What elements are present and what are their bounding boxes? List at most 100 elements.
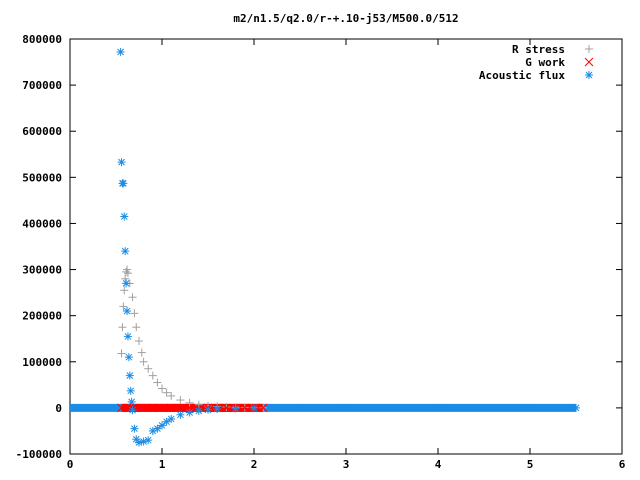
acoustic-flux-point: [194, 406, 203, 415]
acoustic-flux-point-d2: [342, 404, 350, 412]
r-stress-point: [135, 337, 143, 346]
acoustic-flux-point-d2: [434, 404, 442, 412]
r-stress-point: [144, 364, 153, 373]
acoustic-flux-point: [120, 212, 129, 221]
g-work-point-d2: [185, 403, 194, 413]
acoustic-flux-point: [167, 414, 176, 423]
r-stress-point: [130, 309, 139, 318]
g-work-point-d2: [222, 403, 231, 413]
acoustic-flux-point-d2: [120, 213, 128, 220]
acoustic-flux-point: [250, 404, 258, 413]
acoustic-flux-point: [116, 47, 125, 56]
acoustic-flux-point: [204, 405, 212, 414]
y-tick-label: 100000: [22, 356, 62, 369]
r-stress-point: [117, 349, 126, 358]
acoustic-flux-point-d2: [195, 407, 203, 415]
acoustic-flux-point: [185, 408, 194, 417]
acoustic-flux-point-d2: [123, 307, 131, 315]
acoustic-flux-point: [117, 158, 126, 167]
acoustic-flux-point-d2: [158, 422, 166, 429]
g-work-point: [166, 403, 176, 413]
acoustic-flux-point-d2: [126, 372, 134, 379]
acoustic-flux-point-d2: [177, 411, 184, 419]
r-stress-point: [153, 378, 162, 387]
acoustic-flux-point-d2: [526, 404, 534, 412]
acoustic-flux-point: [213, 405, 222, 414]
g-work-point-d2: [166, 403, 176, 413]
r-stress-series: [117, 265, 268, 412]
acoustic-flux-point-d2: [250, 404, 258, 412]
y-tick-label: 500000: [22, 171, 62, 184]
g-work-point: [185, 403, 194, 413]
r-stress-point: [148, 371, 157, 380]
acoustic-flux-point: [342, 403, 350, 412]
x-tick-label: 5: [527, 458, 534, 471]
x-tick-label: 3: [343, 458, 350, 471]
r-stress-point: [120, 286, 129, 295]
acoustic-flux-point-d2: [122, 280, 130, 287]
r-stress-point: [162, 388, 171, 397]
acoustic-flux-point: [125, 371, 134, 380]
acoustic-flux-point-d2: [135, 439, 143, 446]
r-stress-point: [139, 357, 148, 366]
acoustic-flux-point: [144, 436, 153, 445]
y-tick-label: 200000: [22, 310, 62, 323]
acoustic-flux-point: [158, 421, 166, 430]
acoustic-flux-point-d2: [186, 409, 193, 416]
g-work-point-d2: [148, 403, 158, 413]
acoustic-flux-point-d2: [572, 404, 580, 412]
r-stress-point: [128, 293, 137, 302]
acoustic-flux-point: [123, 307, 132, 316]
acoustic-flux-point: [162, 417, 171, 426]
x-tick-label: 4: [435, 458, 442, 471]
r-stress-point: [176, 396, 185, 405]
legend-marker-g-work: [584, 57, 594, 67]
r-stress-point: [167, 391, 176, 400]
y-tick-label: 400000: [22, 217, 62, 230]
acoustic-flux-point: [130, 424, 139, 433]
acoustic-flux-point-d2: [118, 158, 125, 166]
acoustic-flux-point-d2: [124, 333, 132, 340]
y-axis: -100000 0 100000 200000 300000 400000 500000 60…: [16, 33, 622, 461]
acoustic-flux-point: [121, 247, 130, 256]
acoustic-flux-point: [176, 410, 185, 419]
acoustic-flux-baseline-band: [70, 403, 576, 412]
acoustic-flux-point: [119, 179, 128, 188]
y-tick-label: 300000: [22, 264, 62, 277]
acoustic-flux-point: [231, 404, 240, 413]
g-work-point: [258, 403, 268, 413]
g-work-baseline-band: [121, 403, 264, 412]
r-stress-point: [123, 269, 132, 278]
acoustic-flux-point-d2: [128, 398, 135, 406]
legend-marker-acoustic-flux-d2: [585, 71, 593, 79]
legend-marker-r-stress: [585, 45, 593, 53]
acoustic-flux-point-d2: [204, 406, 212, 414]
acoustic-flux-point-d2: [125, 353, 133, 361]
acoustic-flux-point: [153, 424, 162, 433]
acoustic-flux-point-d2: [144, 436, 152, 444]
legend-label-acoustic-flux: Acoustic flux: [479, 69, 565, 82]
acoustic-flux-point: [126, 386, 135, 395]
g-work-point: [148, 403, 158, 413]
g-work-point: [240, 403, 250, 413]
r-stress-point: [132, 323, 141, 332]
acoustic-flux-point: [122, 279, 131, 288]
acoustic-flux-point: [572, 403, 580, 412]
acoustic-flux-point: [526, 403, 534, 412]
acoustic-flux-point: [296, 403, 304, 412]
acoustic-flux-point: [434, 403, 442, 412]
acoustic-flux-point-d2: [127, 387, 135, 395]
r-stress-point: [118, 323, 127, 332]
acoustic-flux-point: [128, 406, 137, 415]
g-work-point-d2: [117, 403, 126, 413]
chart-title: m2/n1.5/q2.0/r-+.10-j53/M500.0/512: [233, 12, 458, 25]
x-tick-label: 0: [67, 458, 74, 471]
g-work-point-d2: [240, 403, 250, 413]
x-tick-label: 6: [619, 458, 626, 471]
acoustic-flux-point: [127, 397, 136, 406]
y-tick-label: 0: [55, 402, 62, 415]
acoustic-flux-point-d2: [131, 425, 138, 432]
acoustic-flux-point-d2: [129, 406, 136, 414]
